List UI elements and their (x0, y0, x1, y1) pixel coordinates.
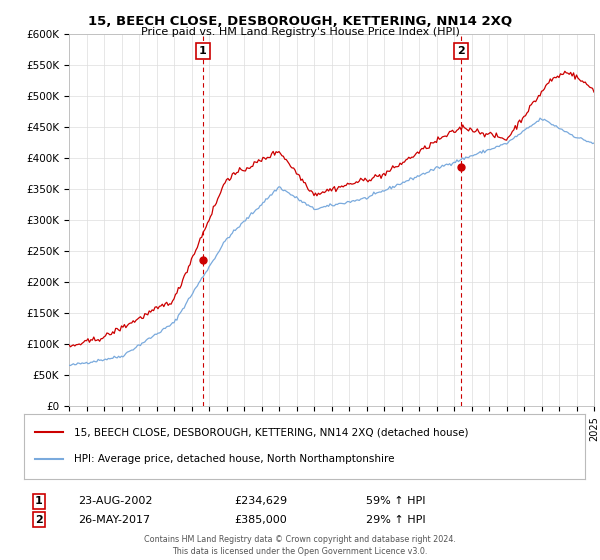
Text: 29% ↑ HPI: 29% ↑ HPI (366, 515, 425, 525)
Text: £385,000: £385,000 (234, 515, 287, 525)
Text: 2: 2 (35, 515, 43, 525)
Text: 23-AUG-2002: 23-AUG-2002 (78, 496, 152, 506)
Text: HPI: Average price, detached house, North Northamptonshire: HPI: Average price, detached house, Nort… (74, 455, 395, 464)
Text: £234,629: £234,629 (234, 496, 287, 506)
Text: 15, BEECH CLOSE, DESBOROUGH, KETTERING, NN14 2XQ (detached house): 15, BEECH CLOSE, DESBOROUGH, KETTERING, … (74, 427, 469, 437)
Text: Contains HM Land Registry data © Crown copyright and database right 2024.
This d: Contains HM Land Registry data © Crown c… (144, 535, 456, 556)
Text: Price paid vs. HM Land Registry's House Price Index (HPI): Price paid vs. HM Land Registry's House … (140, 27, 460, 37)
Text: 1: 1 (199, 46, 207, 56)
Text: 2: 2 (457, 46, 465, 56)
Text: 1: 1 (35, 496, 43, 506)
Text: 26-MAY-2017: 26-MAY-2017 (78, 515, 150, 525)
Text: 59% ↑ HPI: 59% ↑ HPI (366, 496, 425, 506)
Text: 15, BEECH CLOSE, DESBOROUGH, KETTERING, NN14 2XQ: 15, BEECH CLOSE, DESBOROUGH, KETTERING, … (88, 15, 512, 28)
